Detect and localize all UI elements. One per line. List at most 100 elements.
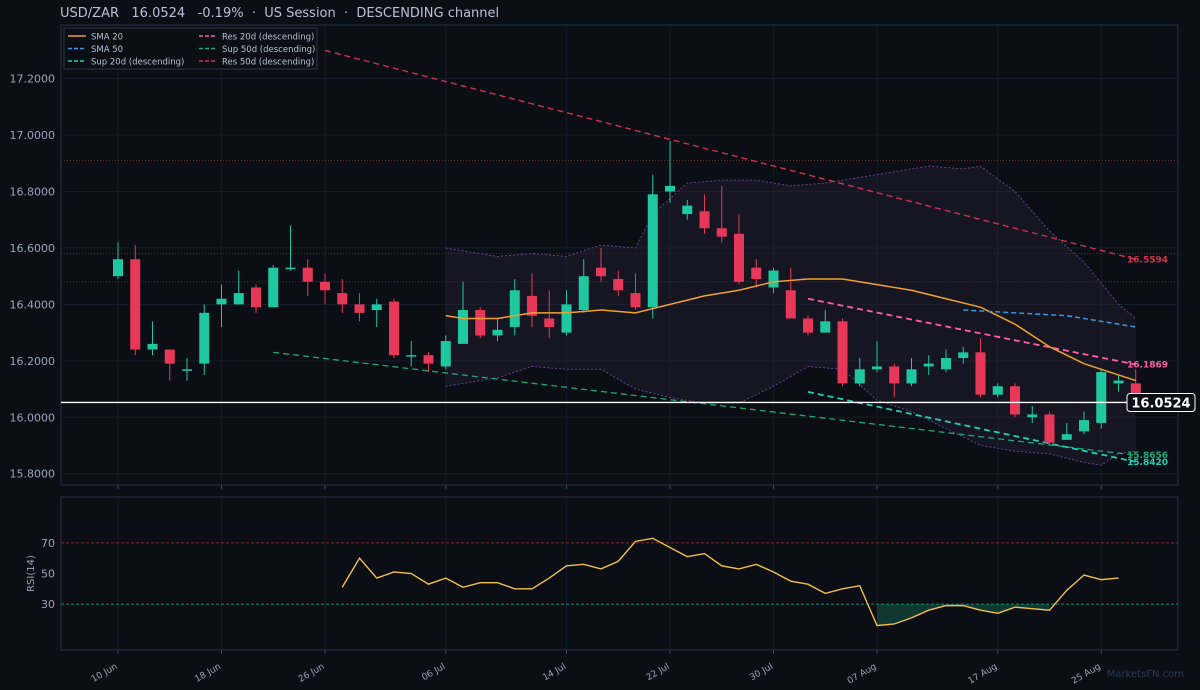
x-tick-label: 18 Jun bbox=[193, 662, 223, 685]
candle-body bbox=[1113, 380, 1124, 384]
candle bbox=[1079, 411, 1089, 435]
candle bbox=[182, 358, 192, 381]
candle-body bbox=[1130, 383, 1141, 395]
candle-body bbox=[613, 278, 624, 291]
last-price-label: 16.0524 bbox=[1131, 396, 1190, 411]
sup50-value-label: 15.8656 bbox=[1127, 451, 1168, 461]
candle-body bbox=[578, 276, 589, 311]
candle-body bbox=[837, 321, 848, 384]
res50-value-label: 16.5594 bbox=[1127, 255, 1168, 265]
rsi-axis-label: RSI(14) bbox=[26, 555, 37, 592]
candle-body bbox=[440, 341, 451, 367]
candle bbox=[130, 245, 141, 356]
candle-body bbox=[337, 293, 348, 305]
sup20-line bbox=[807, 390, 1136, 463]
candle bbox=[872, 341, 882, 373]
x-tick-label: 10 Jun bbox=[90, 662, 120, 685]
y-tick-label: 16.2000 bbox=[10, 355, 56, 368]
candle-body bbox=[320, 281, 330, 291]
candle-body bbox=[941, 358, 951, 370]
candle-body bbox=[130, 259, 141, 350]
candle-body bbox=[923, 363, 934, 367]
candle bbox=[682, 199, 693, 220]
candle bbox=[285, 225, 296, 271]
watermark: MarketsFN.com bbox=[1106, 669, 1184, 680]
sma20-line bbox=[445, 278, 1136, 382]
candle bbox=[716, 185, 727, 243]
candle bbox=[147, 321, 158, 356]
candle-body bbox=[268, 267, 279, 308]
candle-body bbox=[389, 301, 399, 356]
candle-body bbox=[544, 318, 555, 327]
candle-body bbox=[889, 366, 900, 384]
candle-body bbox=[820, 321, 831, 333]
candle bbox=[820, 310, 831, 333]
candle-body bbox=[682, 205, 693, 215]
candle bbox=[630, 273, 641, 311]
x-tick-label: 22 Jul bbox=[645, 662, 672, 683]
candle bbox=[1096, 369, 1107, 429]
candle-body bbox=[199, 312, 210, 364]
legend-label: SMA 50 bbox=[91, 45, 123, 55]
candle bbox=[1027, 405, 1038, 423]
res20-line bbox=[807, 297, 1136, 366]
candle bbox=[233, 270, 244, 305]
candle-body bbox=[182, 369, 192, 371]
candle bbox=[1061, 422, 1072, 440]
candle-body bbox=[509, 290, 520, 327]
candle-body bbox=[785, 290, 796, 319]
candle bbox=[337, 278, 348, 313]
x-tick-label: 14 Jul bbox=[541, 662, 568, 683]
candle bbox=[475, 307, 486, 339]
candle bbox=[544, 290, 555, 339]
candle-body bbox=[1044, 414, 1055, 443]
symbol-label: USD/ZAR bbox=[60, 6, 119, 21]
last-price-tag bbox=[1126, 392, 1196, 412]
candle-body bbox=[406, 355, 417, 357]
candle-body bbox=[1010, 386, 1020, 415]
candle bbox=[596, 247, 606, 282]
candle bbox=[578, 259, 589, 313]
candle bbox=[302, 259, 313, 296]
candle-body bbox=[768, 270, 779, 288]
candle bbox=[768, 267, 779, 294]
candle-body bbox=[751, 267, 762, 279]
candle bbox=[164, 349, 175, 381]
candle-body bbox=[527, 295, 537, 316]
y-tick-label: 16.8000 bbox=[10, 186, 56, 199]
x-tick-label: 06 Jul bbox=[420, 662, 447, 683]
candle bbox=[992, 383, 1003, 398]
candle bbox=[854, 358, 865, 387]
candle bbox=[665, 140, 675, 203]
legend-label: Res 20d (descending) bbox=[222, 33, 314, 43]
candle-body bbox=[475, 310, 486, 336]
y-tick-label: 15.8000 bbox=[10, 468, 56, 481]
candle bbox=[251, 284, 261, 313]
candle-body bbox=[975, 352, 986, 395]
candle bbox=[440, 335, 451, 370]
candle bbox=[216, 284, 227, 327]
res20-value-label: 16.1869 bbox=[1127, 361, 1168, 371]
candle-body bbox=[630, 293, 641, 308]
price-panel-frame bbox=[60, 24, 1179, 486]
sma50-line bbox=[963, 309, 1136, 328]
change-label: -0.19% bbox=[197, 6, 244, 21]
candle-body bbox=[958, 352, 969, 359]
candle-body bbox=[872, 366, 882, 370]
candle bbox=[509, 278, 520, 336]
rsi-tick-label: 70 bbox=[41, 537, 55, 550]
candle bbox=[803, 315, 813, 336]
candle-body bbox=[596, 267, 606, 277]
candle-body bbox=[647, 194, 658, 308]
candle-body bbox=[147, 343, 158, 350]
candle-body bbox=[302, 267, 313, 282]
rsi-panel-frame bbox=[60, 496, 1179, 651]
x-tick-label: 17 Aug bbox=[967, 662, 1000, 687]
candle bbox=[785, 267, 796, 319]
candle bbox=[751, 259, 762, 288]
legend-label: SMA 20 bbox=[91, 33, 123, 43]
candle bbox=[406, 341, 417, 367]
candle-body bbox=[216, 298, 227, 305]
